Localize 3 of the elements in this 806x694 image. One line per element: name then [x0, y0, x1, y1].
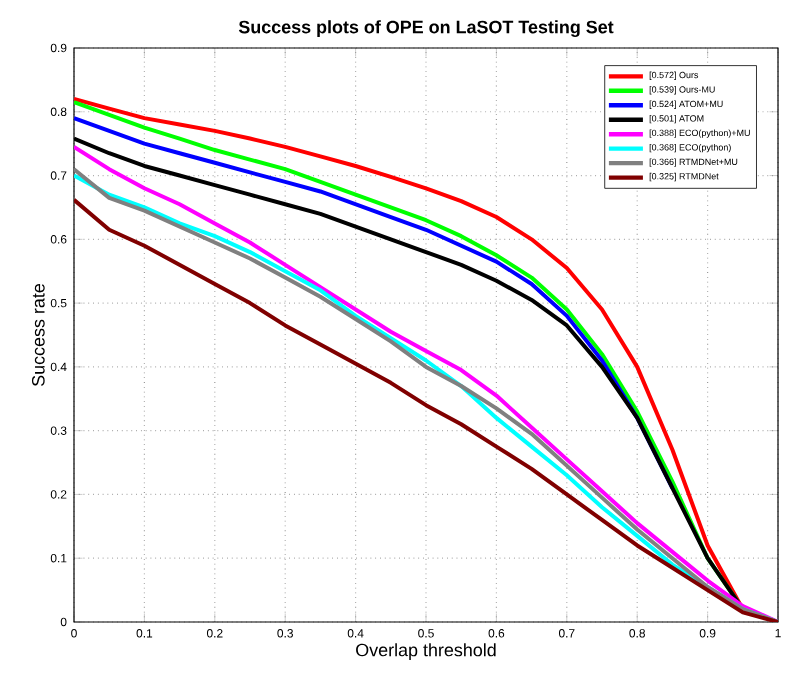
chart-title: Success plots of OPE on LaSOT Testing Set	[238, 20, 614, 38]
x-axis-title: Overlap threshold	[356, 643, 496, 660]
y-axis-title: Success rate	[31, 283, 45, 387]
